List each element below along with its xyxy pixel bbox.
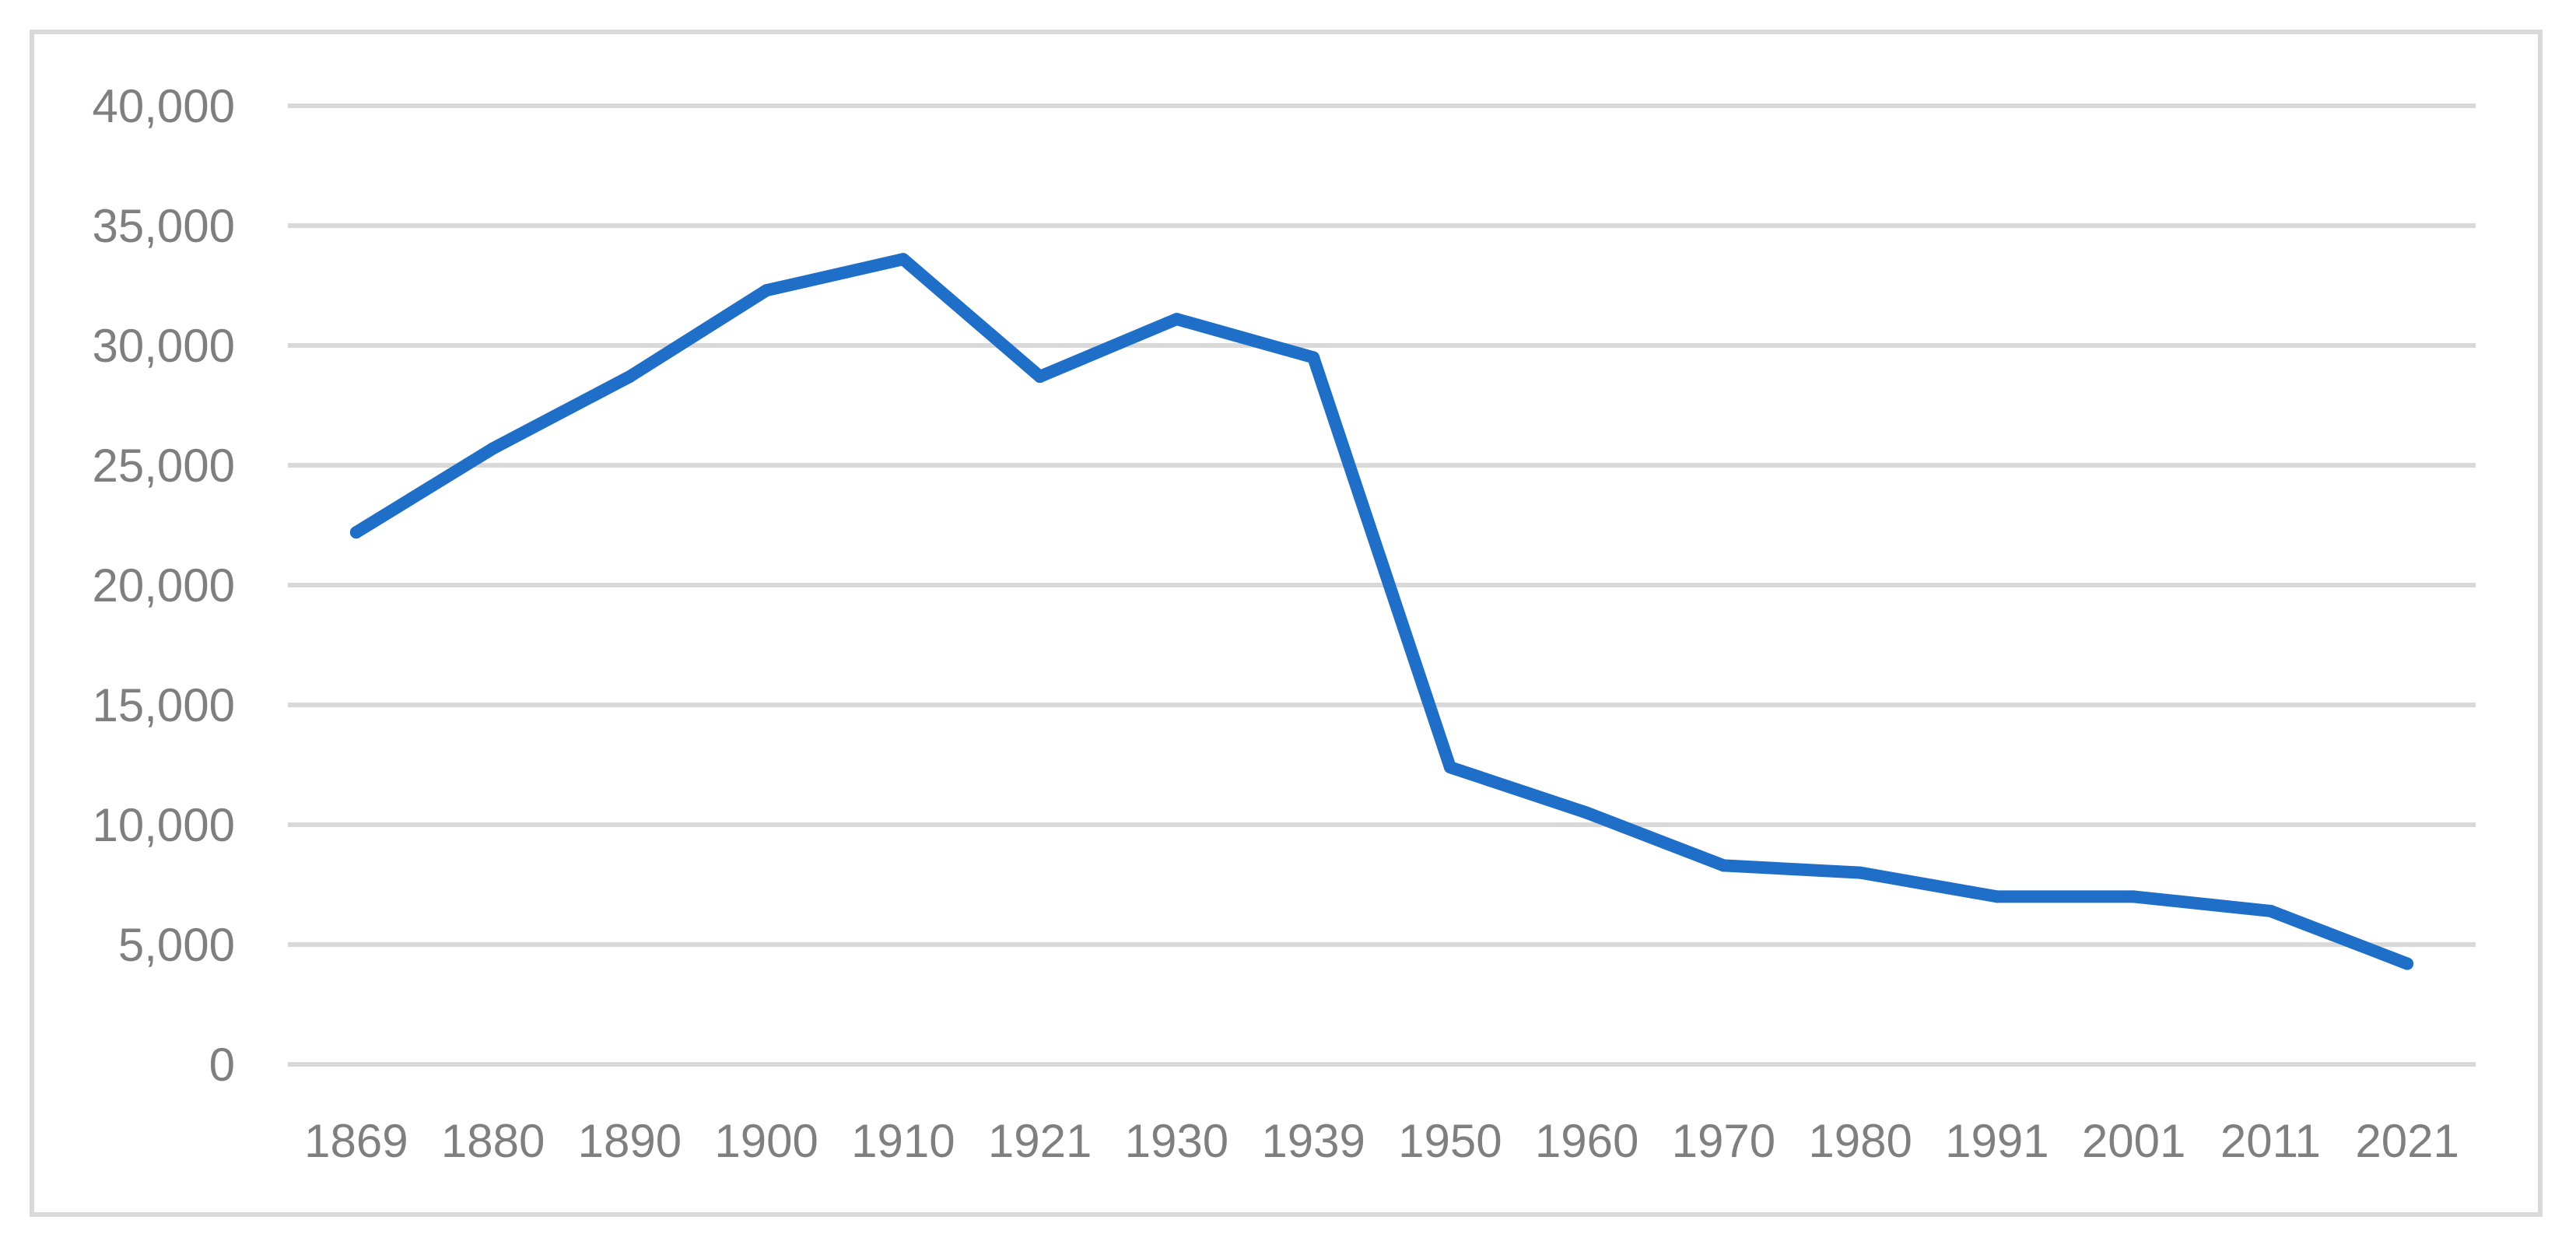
x-tick-label: 1930 xyxy=(1125,1115,1228,1167)
data-point xyxy=(623,370,636,384)
data-point xyxy=(1990,890,2003,903)
data-point xyxy=(760,284,773,297)
series-layer xyxy=(349,253,2414,970)
data-point xyxy=(1443,761,1456,774)
y-tick-label: 25,000 xyxy=(92,440,235,492)
data-point xyxy=(349,526,363,539)
x-tick-label: 1939 xyxy=(1261,1115,1365,1167)
y-tick-label: 15,000 xyxy=(92,679,235,731)
y-tick-label: 40,000 xyxy=(92,80,235,132)
x-tick-label: 1960 xyxy=(1535,1115,1638,1167)
data-point xyxy=(486,442,499,455)
data-point xyxy=(1580,806,1593,819)
y-axis-tick-labels: 0 5,000 10,000 15,000 20,000 25,000 30,000 35,0… xyxy=(92,80,235,1091)
x-tick-label: 2021 xyxy=(2355,1115,2459,1167)
x-tick-label: 1921 xyxy=(988,1115,1092,1167)
data-point xyxy=(1854,866,1867,879)
x-tick-label: 2001 xyxy=(2082,1115,2185,1167)
data-point xyxy=(1717,859,1730,872)
y-tick-label: 30,000 xyxy=(92,320,235,372)
x-tick-label: 2011 xyxy=(2220,1115,2321,1167)
gridlines xyxy=(288,103,2476,1067)
data-point xyxy=(2401,957,2414,970)
data-point xyxy=(1033,370,1046,384)
y-tick-label: 0 xyxy=(209,1039,235,1091)
data-point xyxy=(1307,351,1320,364)
x-tick-label: 1910 xyxy=(851,1115,955,1167)
x-tick-label: 1970 xyxy=(1672,1115,1775,1167)
data-point xyxy=(1170,313,1183,326)
x-tick-label: 1880 xyxy=(441,1115,545,1167)
data-point xyxy=(2127,890,2140,903)
x-tick-label: 1980 xyxy=(1808,1115,1912,1167)
x-tick-label: 1869 xyxy=(304,1115,408,1167)
y-tick-label: 5,000 xyxy=(118,919,235,971)
x-axis-tick-labels: 1869 1880 1890 1900 1910 1921 1930 1939 1950 1960… xyxy=(304,1115,2459,1167)
x-tick-label: 1950 xyxy=(1398,1115,1502,1167)
data-point xyxy=(2264,904,2277,917)
data-point xyxy=(896,253,909,266)
series-line xyxy=(349,253,2414,970)
y-tick-label: 20,000 xyxy=(92,559,235,612)
y-tick-label: 10,000 xyxy=(92,799,235,851)
x-tick-label: 1890 xyxy=(578,1115,682,1167)
x-tick-label: 1900 xyxy=(714,1115,818,1167)
x-tick-label: 1991 xyxy=(1945,1115,2049,1167)
y-tick-label: 35,000 xyxy=(92,200,235,252)
